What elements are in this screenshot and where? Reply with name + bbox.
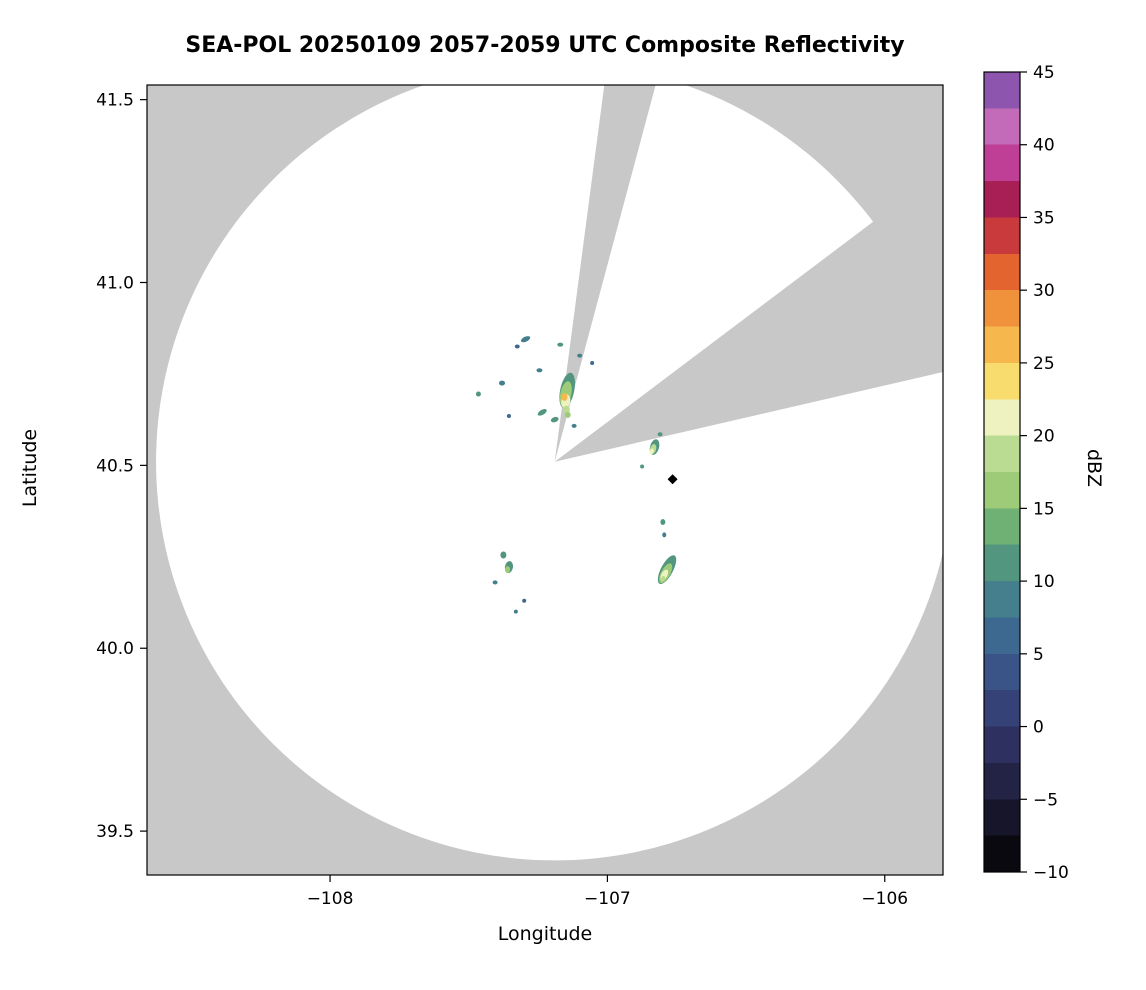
plot-title: SEA-POL 20250109 2057-2059 UTC Composite… xyxy=(185,33,905,58)
x-tick-label: −106 xyxy=(861,889,908,909)
y-axis-label: Latitude xyxy=(19,428,41,508)
reflectivity-echo xyxy=(590,360,595,365)
reflectivity-echo xyxy=(660,519,666,526)
blocked-sector-wedge xyxy=(554,169,943,462)
colorbar-tick-label: 10 xyxy=(1033,572,1055,592)
colorbar-tick-label: 30 xyxy=(1033,281,1055,301)
reflectivity-echo xyxy=(514,344,520,349)
reflectivity-echo xyxy=(662,532,667,538)
reflectivity-echo xyxy=(506,413,511,418)
reflectivity-echo xyxy=(649,448,654,455)
colorbar xyxy=(983,71,1021,873)
colorbar-tick-label: 5 xyxy=(1033,645,1044,665)
reflectivity-echo xyxy=(522,598,527,603)
reflectivity-echo xyxy=(492,580,498,585)
reflectivity-echo xyxy=(577,353,583,358)
colorbar-tick-label: −10 xyxy=(1033,863,1069,883)
reflectivity-echo xyxy=(499,380,506,386)
colorbar-tick-label: 0 xyxy=(1033,718,1044,738)
x-axis-label: Longitude xyxy=(497,923,593,945)
colorbar-tick-label: 15 xyxy=(1033,499,1055,519)
reflectivity-echo xyxy=(562,405,570,414)
colorbar-tick-label: 25 xyxy=(1033,354,1055,374)
y-tick-label: 40.5 xyxy=(96,456,134,476)
blocked-sector-wedge xyxy=(554,85,656,462)
reflectivity-echo xyxy=(475,391,481,397)
reflectivity-echo xyxy=(536,368,543,373)
radar-coverage-circle xyxy=(156,85,943,861)
colorbar-tick-label: 20 xyxy=(1033,427,1055,447)
y-tick-label: 41.0 xyxy=(96,274,134,294)
reflectivity-echo xyxy=(505,566,511,574)
reflectivity-echo xyxy=(520,336,531,343)
colorbar-tick-label: −5 xyxy=(1033,790,1058,810)
reflectivity-echo xyxy=(500,551,507,559)
y-tick-label: 39.5 xyxy=(96,822,134,842)
plot-area xyxy=(147,85,943,875)
reflectivity-echo xyxy=(561,392,568,401)
x-tick-label: −108 xyxy=(307,889,354,909)
reflectivity-echo xyxy=(660,575,666,582)
reflectivity-echo xyxy=(564,411,571,418)
y-tick-label: 40.0 xyxy=(96,639,134,659)
reflectivity-echo xyxy=(513,609,518,614)
x-tick-label: −107 xyxy=(584,889,631,909)
reflectivity-echo xyxy=(550,416,559,423)
reflectivity-echo xyxy=(537,409,547,416)
y-tick-label: 41.5 xyxy=(96,91,134,111)
reflectivity-echo xyxy=(571,423,577,428)
colorbar-tick-label: 35 xyxy=(1033,208,1055,228)
colorbar-label: dBZ xyxy=(1083,448,1105,488)
reflectivity-echo xyxy=(657,432,663,437)
site-marker-diamond xyxy=(667,474,678,485)
plot-border xyxy=(146,84,944,876)
reflectivity-echo xyxy=(640,464,645,469)
colorbar-tick-label: 45 xyxy=(1033,63,1055,83)
colorbar-tick-label: 40 xyxy=(1033,136,1055,156)
reflectivity-echo xyxy=(557,342,564,347)
